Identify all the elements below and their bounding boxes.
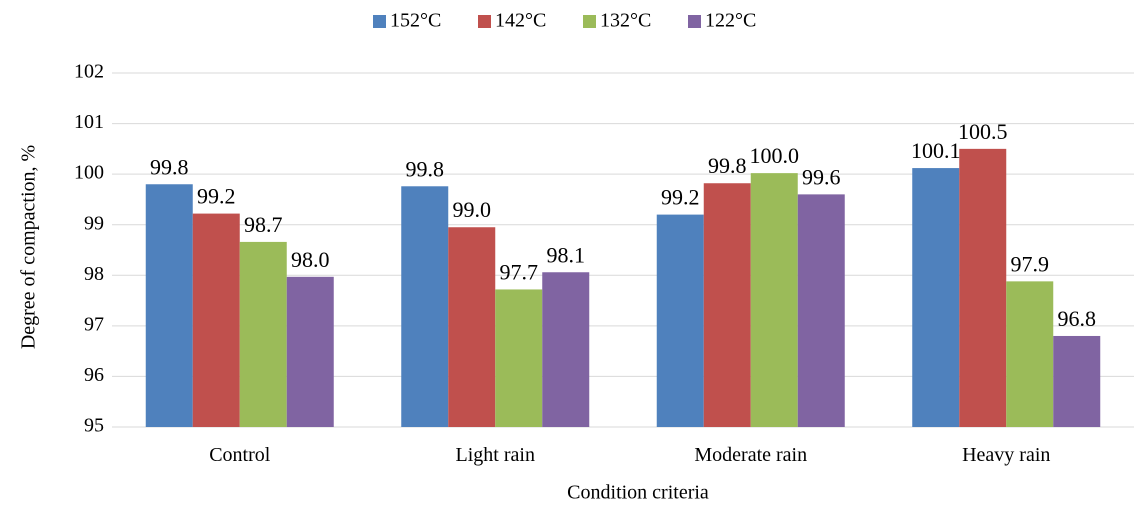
bars <box>145 148 1101 427</box>
bar <box>1053 335 1101 427</box>
data-label: 100.5 <box>958 119 1008 144</box>
y-axis-ticks: 95 96 97 98 99 100 101 102 <box>74 61 104 437</box>
bar <box>797 194 845 427</box>
x-tick-label: Control <box>209 444 271 466</box>
y-tick-label: 102 <box>74 61 104 83</box>
legend-label: 152°C <box>390 10 441 32</box>
data-label: 97.9 <box>1011 251 1050 276</box>
bar <box>703 183 751 427</box>
data-label: 98.1 <box>547 242 586 267</box>
legend-swatch <box>373 15 386 28</box>
data-label: 97.7 <box>500 259 539 284</box>
data-label: 100.1 <box>911 138 961 163</box>
data-label: 98.0 <box>291 247 330 272</box>
bar <box>495 289 543 427</box>
y-tick-label: 101 <box>74 111 104 133</box>
data-label: 98.7 <box>244 212 283 237</box>
y-tick-label: 98 <box>84 263 104 285</box>
data-label: 99.8 <box>406 156 445 181</box>
data-label: 99.6 <box>802 164 841 189</box>
legend-swatch <box>688 15 701 28</box>
data-label: 99.0 <box>453 197 492 222</box>
y-tick-label: 99 <box>84 212 104 234</box>
y-tick-label: 96 <box>84 364 104 386</box>
x-tick-label: Light rain <box>456 444 535 466</box>
bar <box>959 148 1007 427</box>
bar <box>750 173 798 427</box>
bar <box>1006 281 1054 427</box>
bar <box>656 214 704 427</box>
data-label: 99.8 <box>708 153 747 178</box>
legend-swatch <box>478 15 491 28</box>
bar <box>286 276 334 427</box>
y-tick-label: 97 <box>84 313 104 335</box>
data-label: 96.8 <box>1058 306 1097 331</box>
bar <box>912 168 960 427</box>
x-tick-label: Moderate rain <box>694 444 807 466</box>
bar <box>145 184 193 427</box>
legend: 152°C 142°C 132°C 122°C <box>373 10 756 32</box>
data-labels: 99.8 99.2 98.7 98.0 99.8 99.0 97.7 98.1 99.2 99.8… <box>150 119 1096 331</box>
data-label: 99.8 <box>150 154 189 179</box>
legend-label: 132°C <box>600 10 651 32</box>
y-axis-title: Degree of compaction, % <box>18 145 40 349</box>
x-axis-ticks: Control Light rain Moderate rain Heavy rain <box>209 444 1050 466</box>
y-tick-label: 95 <box>84 415 104 437</box>
data-label: 99.2 <box>197 184 236 209</box>
x-tick-label: Heavy rain <box>962 444 1050 466</box>
bar <box>239 241 287 427</box>
legend-swatch <box>583 15 596 28</box>
x-axis-title: Condition criteria <box>567 482 709 504</box>
y-tick-label: 100 <box>74 162 104 184</box>
bar <box>192 213 240 427</box>
bar <box>401 186 449 427</box>
legend-label: 142°C <box>495 10 546 32</box>
bar <box>542 272 590 427</box>
bar <box>448 227 496 427</box>
legend-label: 122°C <box>705 10 756 32</box>
data-label: 99.2 <box>661 185 700 210</box>
data-label: 100.0 <box>750 143 800 168</box>
